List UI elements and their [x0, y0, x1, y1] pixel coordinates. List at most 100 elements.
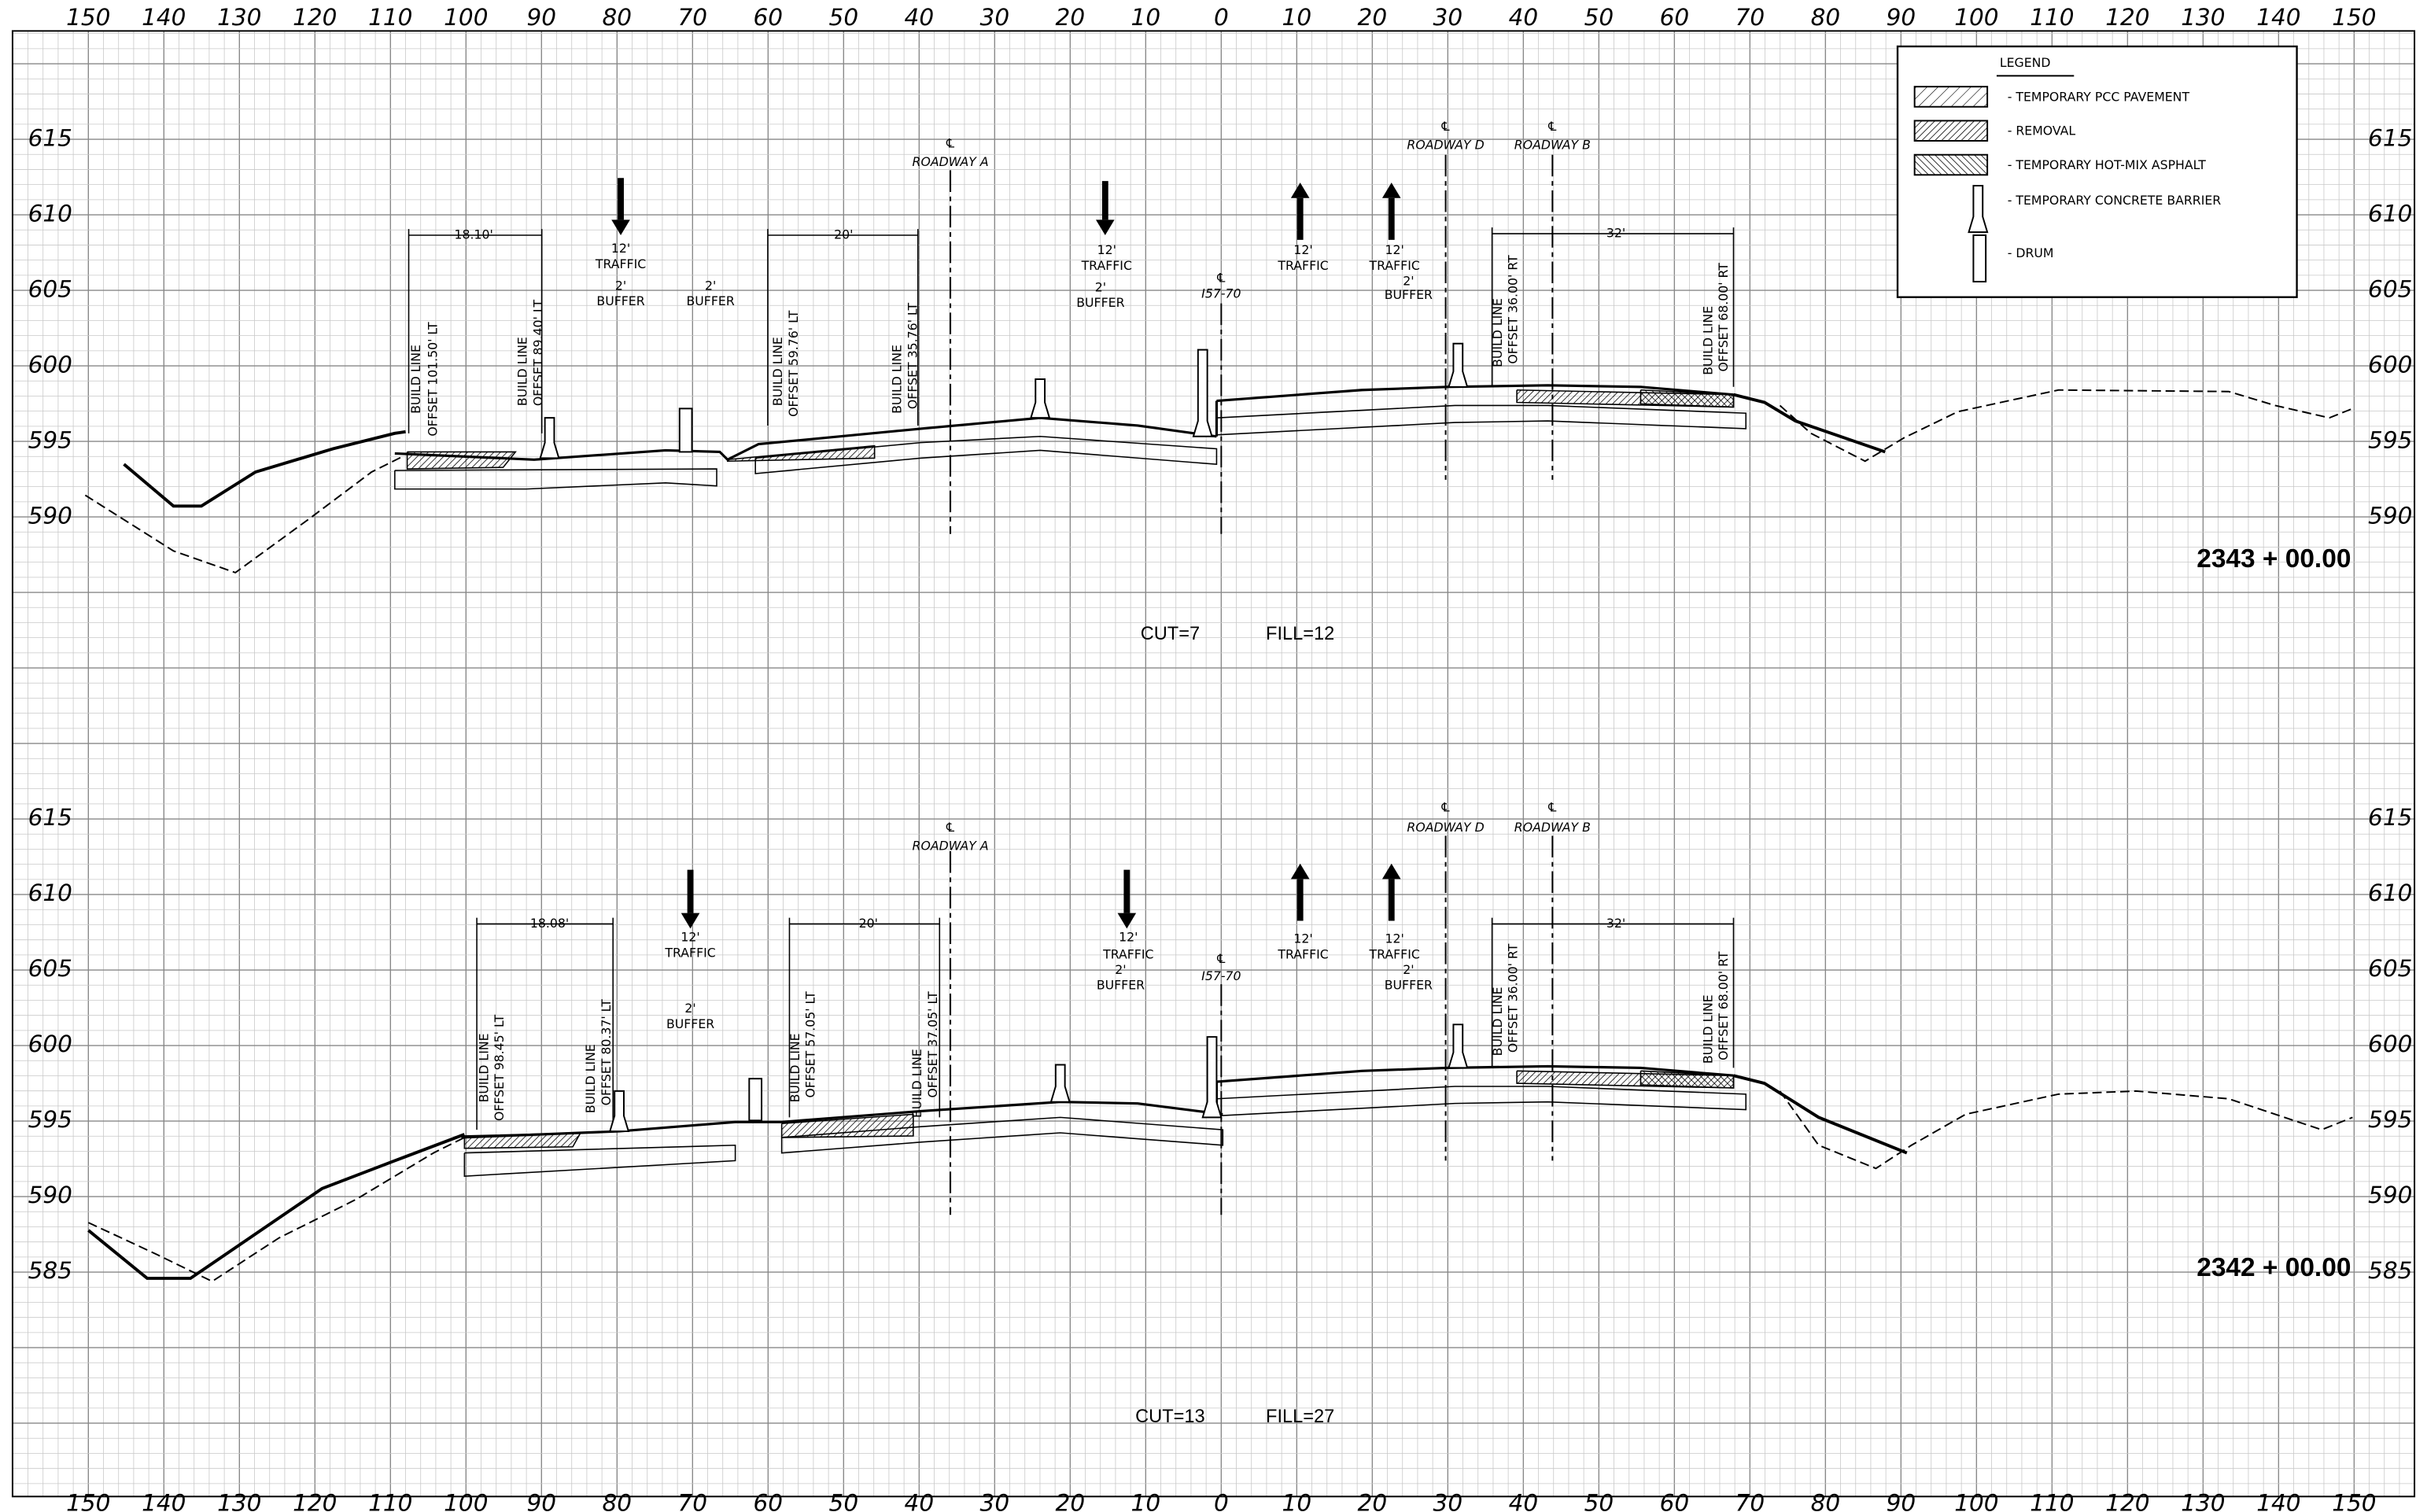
section-label: ℄: [946, 820, 955, 835]
legend-swatch-removal: [1913, 120, 1989, 142]
section-label: 12': [1385, 242, 1404, 257]
elevation-label: 590: [2368, 503, 2412, 529]
x-axis-label: 110: [368, 1490, 412, 1512]
section-label: ℄: [1547, 799, 1557, 814]
barrier: [1030, 378, 1051, 419]
section-label: 12': [1097, 242, 1116, 257]
section-label: ROADWAY D: [1407, 820, 1484, 835]
x-axis-label: 140: [142, 4, 186, 31]
profile-line: [1779, 389, 2353, 463]
traffic-arrow-head: [1290, 183, 1310, 198]
elevation-label: 600: [2368, 352, 2412, 378]
cut-label: CUT=13: [1135, 1407, 1205, 1427]
fill-label: FILL=27: [1266, 1407, 1334, 1427]
labels: 1501501401401301301201201101101001009090…: [28, 4, 2413, 1512]
section-label: 2': [1115, 962, 1126, 977]
x-axis-label: 90: [1887, 4, 1916, 31]
x-axis-label: 10: [1282, 4, 1312, 31]
x-axis-label: 120: [2105, 1490, 2149, 1512]
section-label: 32': [1606, 226, 1625, 241]
x-axis-label: 20: [1056, 4, 1086, 31]
elevation-label: 615: [28, 125, 72, 152]
section-label: ROADWAY D: [1407, 137, 1484, 152]
x-axis-label: 80: [1811, 4, 1841, 31]
hma-area: [1640, 389, 1735, 408]
legend-item: - TEMPORARY HOT-MIX ASPHALT: [2008, 157, 2207, 172]
removal-area: [726, 444, 876, 463]
elevation-label: 590: [2368, 1182, 2412, 1208]
profile-line: [463, 1144, 736, 1177]
x-axis-label: 70: [678, 4, 708, 31]
section-label: BUFFER: [1385, 287, 1433, 302]
x-axis-label: 120: [2105, 4, 2149, 31]
elevation-label: 610: [2368, 880, 2412, 906]
removal-area: [406, 451, 517, 470]
section-label: TRAFFIC: [1277, 258, 1328, 273]
section-label: OFFSET 89.40' LT: [530, 300, 545, 407]
elevation-label: 615: [28, 804, 72, 831]
section-label: ℄: [946, 135, 955, 150]
profile-line: [87, 1137, 465, 1283]
legend-item: - DRUM: [2008, 245, 2054, 260]
section-label: BUILD LINE: [1490, 298, 1505, 367]
legend-title: LEGEND: [2000, 55, 2051, 70]
section-label: TRAFFIC: [1368, 258, 1419, 273]
section-label: BUFFER: [1076, 295, 1124, 310]
x-axis-label: 100: [444, 4, 488, 31]
section-label: OFFSET 68.00' RT: [1716, 263, 1731, 372]
section-label: TRAFFIC: [664, 945, 715, 960]
legend-item: - TEMPORARY PCC PAVEMENT: [2008, 89, 2190, 104]
profile-line: [394, 468, 717, 490]
legend: [1896, 45, 2298, 298]
section-label: 18.08': [530, 916, 569, 931]
x-axis-label: 140: [142, 1490, 186, 1512]
legend-swatch-pcc: [1913, 86, 1989, 108]
x-axis-label: 80: [603, 4, 633, 31]
x-axis-label: 40: [905, 1490, 935, 1512]
x-axis-label: 20: [1358, 1490, 1388, 1512]
section-label: OFFSET 57.05' LT: [803, 991, 818, 1098]
section-label: 2': [615, 278, 626, 293]
profile-line: [1215, 1086, 1747, 1117]
x-axis-label: 40: [1509, 4, 1539, 31]
section-label: 32': [1606, 916, 1625, 931]
section-label: TRAFFIC: [1277, 946, 1328, 961]
barrier: [539, 417, 560, 459]
section-label: 2': [1403, 962, 1414, 977]
x-axis-label: 80: [603, 1490, 633, 1512]
x-axis-label: 60: [1660, 1490, 1690, 1512]
section-label: OFFSET 36.00' RT: [1506, 943, 1521, 1053]
x-axis-label: 40: [905, 4, 935, 31]
barrier: [1448, 342, 1469, 388]
border: [11, 30, 2416, 1498]
x-axis-label: 150: [2332, 4, 2376, 31]
x-axis-label: 100: [1954, 4, 1998, 31]
x-axis-label: 20: [1056, 1490, 1086, 1512]
x-axis-label: 30: [980, 1490, 1010, 1512]
section-label: 12': [1293, 931, 1312, 946]
section-label: BUILD LINE: [583, 1044, 598, 1113]
profile-line: [87, 1133, 466, 1280]
legend-barrier-icon: [1968, 185, 1989, 234]
x-axis-label: 50: [1584, 4, 1614, 31]
elevation-label: 595: [2368, 1106, 2412, 1133]
traffic-arrow-head: [1381, 183, 1401, 198]
section-label: 20': [859, 916, 878, 931]
profile-line: [84, 455, 404, 573]
section-label: BUILD LINE: [770, 337, 785, 406]
barrier: [608, 1090, 630, 1133]
section-label: BUFFER: [1097, 978, 1145, 993]
section-label: 2': [1095, 279, 1106, 294]
section-label: BUILD LINE: [1490, 986, 1505, 1056]
section-label: BUFFER: [666, 1016, 714, 1031]
section-label: 2': [684, 1001, 695, 1016]
profile-line: [1733, 1074, 1908, 1155]
section-label: ℄: [1216, 271, 1226, 286]
section-label: TRAFFIC: [595, 256, 646, 271]
section-label: 12': [681, 930, 699, 945]
x-axis-label: 60: [1660, 4, 1690, 31]
x-axis-label: 90: [527, 1490, 557, 1512]
section-label: ROADWAY A: [913, 839, 989, 854]
profile-line: [1215, 404, 1747, 436]
